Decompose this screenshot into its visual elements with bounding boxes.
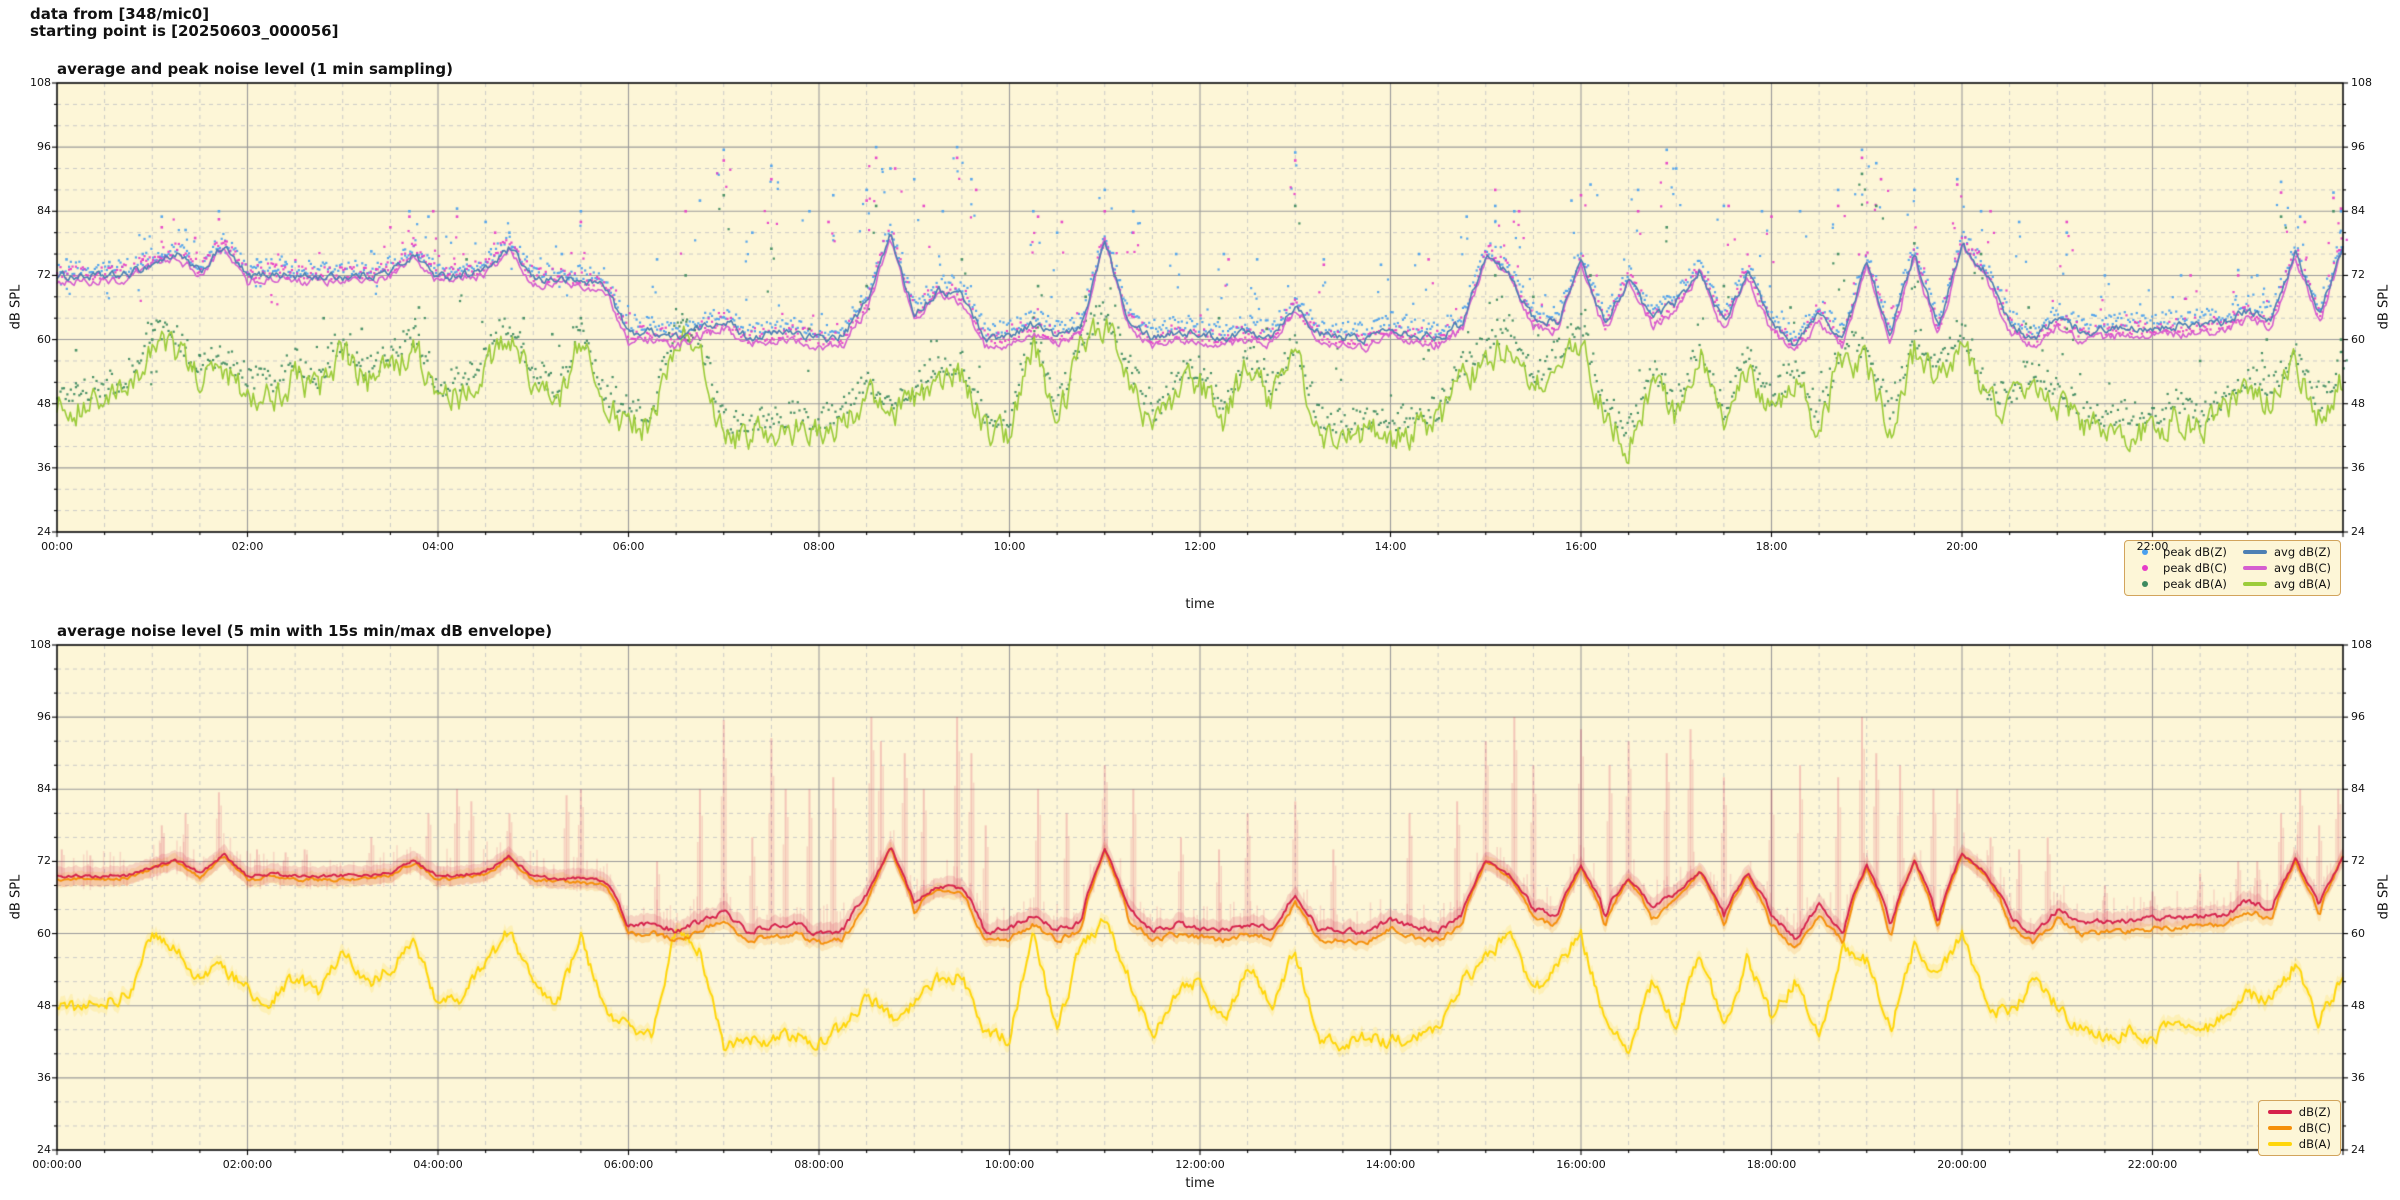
bottom-x-tick-label: 20:00:00 <box>1937 1158 1987 1171</box>
top-y-tick-label-right: 48 <box>2351 396 2365 410</box>
bottom-x-tick-label: 02:00:00 <box>222 1158 273 1171</box>
top-x-tick-label: 06:00 <box>612 540 645 553</box>
bottom-y-tick-label-left: 96 <box>37 710 51 724</box>
legend-label: peak dB(C) <box>2163 561 2227 575</box>
peak-dbc-marker-icon <box>2142 565 2149 571</box>
top-x-axis-label: time <box>1185 597 1215 612</box>
top-y-axis-label-left: dB SPL <box>8 284 24 330</box>
bottom-x-tick-label: 18:00:00 <box>1746 1158 1797 1171</box>
top-chart-title: average and peak noise level (1 min samp… <box>57 60 453 78</box>
top-y-tick-label-right: 84 <box>2351 204 2365 218</box>
bottom-x-tick-label: 12:00:00 <box>1175 1158 1225 1171</box>
peak-dbz-marker-icon <box>2142 549 2149 555</box>
top-y-tick-label-left: 36 <box>37 460 51 474</box>
top-y-tick-label-left: 84 <box>37 204 51 218</box>
top-x-tick-label: 10:00 <box>993 540 1026 553</box>
bottom-y-tick-label-right: 60 <box>2351 926 2365 940</box>
bottom-x-tick-label: 14:00:00 <box>1365 1158 1416 1171</box>
top-y-tick-label-left: 72 <box>37 268 51 282</box>
top-y-tick-label-left: 108 <box>30 76 51 89</box>
top-y-tick-label-left: 48 <box>37 396 51 410</box>
dbz-line-icon <box>2267 1110 2292 1114</box>
legend-label: dB(C) <box>2298 1121 2331 1135</box>
top-chart-legend: peak dB(Z) peak dB(C) peak dB(A) avg dB(… <box>2124 540 2341 596</box>
top-x-tick-label: 02:00 <box>231 540 264 553</box>
bottom-x-tick-label: 04:00:00 <box>413 1158 463 1171</box>
top-y-tick-label-right: 72 <box>2351 268 2365 282</box>
bottom-x-tick-label: 00:00:00 <box>32 1158 82 1171</box>
legend-entry: avg dB(Z) <box>2242 545 2331 559</box>
top-y-tick-label-left: 60 <box>37 332 51 346</box>
legend-entry: dB(C) <box>2267 1121 2331 1135</box>
bottom-y-tick-label-left: 36 <box>37 1070 51 1084</box>
top-x-tick-label: 04:00 <box>422 540 454 553</box>
legend-entry: dB(Z) <box>2267 1105 2331 1119</box>
dba-line-icon <box>2267 1142 2292 1146</box>
top-x-tick-label: 14:00 <box>1374 540 1407 553</box>
bottom-chart-legend: dB(Z) dB(C) dB(A) <box>2257 1100 2341 1156</box>
bottom-y-tick-label-right: 48 <box>2351 998 2365 1012</box>
bottom-y-tick-label-left: 108 <box>30 638 51 651</box>
bottom-y-tick-label-right: 24 <box>2351 1143 2365 1156</box>
bottom-y-tick-label-left: 72 <box>37 854 51 868</box>
bottom-y-tick-label-left: 48 <box>37 998 51 1012</box>
avg-dba-line-icon <box>2242 582 2267 586</box>
top-y-tick-label-right: 60 <box>2351 332 2365 346</box>
legend-label: dB(Z) <box>2298 1105 2331 1119</box>
bottom-x-tick-label: 06:00:00 <box>603 1158 654 1171</box>
legend-label: peak dB(A) <box>2163 577 2227 591</box>
bottom-x-tick-label: 22:00:00 <box>2127 1158 2178 1171</box>
top-x-tick-label: 00:00 <box>41 540 73 553</box>
bottom-y-tick-label-right: 108 <box>2351 638 2372 651</box>
top-x-tick-label: 18:00 <box>1755 540 1788 553</box>
bottom-x-tick-label: 16:00:00 <box>1556 1158 1606 1171</box>
top-x-tick-label: 20:00 <box>1946 540 1978 553</box>
legend-entry: dB(A) <box>2267 1137 2331 1151</box>
top-x-tick-label: 08:00 <box>803 540 835 553</box>
legend-entry: peak dB(C) <box>2134 561 2227 575</box>
header-line-1: data from [348/mic0] <box>30 5 210 23</box>
bottom-x-tick-label: 08:00:00 <box>794 1158 844 1171</box>
legend-label: avg dB(C) <box>2273 561 2331 575</box>
top-y-tick-label-left: 96 <box>37 140 51 154</box>
bottom-y-axis-label-left: dB SPL <box>8 874 24 920</box>
bottom-y-tick-label-right: 72 <box>2351 854 2365 868</box>
bottom-y-tick-label-right: 96 <box>2351 710 2365 724</box>
top-x-tick-label: 16:00 <box>1565 540 1597 553</box>
legend-entry: peak dB(A) <box>2134 577 2227 591</box>
dbc-line-icon <box>2267 1126 2292 1130</box>
legend-label: avg dB(Z) <box>2273 545 2331 559</box>
legend-entry: avg dB(C) <box>2242 561 2331 575</box>
top-y-tick-label-right: 36 <box>2351 460 2365 474</box>
top-y-tick-label-right: 108 <box>2351 76 2372 89</box>
legend-label: dB(A) <box>2298 1137 2331 1151</box>
avg-dbz-line-icon <box>2242 550 2267 554</box>
bottom-y-tick-label-left: 24 <box>37 1143 51 1156</box>
header-line-2: starting point is [20250603_000056] <box>30 22 339 40</box>
bottom-y-tick-label-left: 60 <box>37 926 51 940</box>
bottom-y-tick-label-right: 84 <box>2351 782 2365 796</box>
top-y-tick-label-right: 24 <box>2351 525 2365 538</box>
bottom-x-tick-label: 10:00:00 <box>984 1158 1035 1171</box>
bottom-y-tick-label-right: 36 <box>2351 1070 2365 1084</box>
legend-label: avg dB(A) <box>2273 577 2331 591</box>
top-y-axis-label-right: dB SPL <box>2376 284 2392 330</box>
peak-dba-marker-icon <box>2142 581 2149 587</box>
bottom-y-axis-label-right: dB SPL <box>2376 874 2392 920</box>
avg-dbc-line-icon <box>2242 566 2267 570</box>
top-x-tick-label: 22:00 <box>2136 540 2169 553</box>
top-y-tick-label-left: 24 <box>37 525 51 538</box>
bottom-x-axis-label: time <box>1185 1176 1215 1191</box>
bottom-y-tick-label-left: 84 <box>37 782 51 796</box>
top-y-tick-label-right: 96 <box>2351 140 2365 154</box>
bottom-chart-title: average noise level (5 min with 15s min/… <box>57 622 553 640</box>
legend-entry: peak dB(Z) <box>2134 545 2227 559</box>
legend-entry: avg dB(A) <box>2242 577 2331 591</box>
legend-label: peak dB(Z) <box>2163 545 2227 559</box>
top-x-tick-label: 12:00 <box>1184 540 1216 553</box>
